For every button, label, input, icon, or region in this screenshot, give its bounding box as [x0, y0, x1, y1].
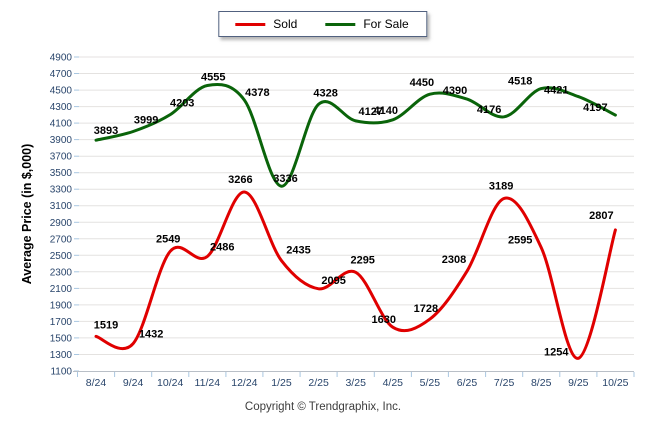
data-label: 2095 — [321, 275, 345, 287]
svg-text:4900: 4900 — [50, 53, 73, 64]
data-label: 4450 — [410, 77, 434, 89]
legend-label-for-sale: For Sale — [363, 17, 409, 31]
copyright-text: Copyright © Trendgraphix, Inc. — [244, 401, 402, 413]
svg-text:1500: 1500 — [50, 333, 73, 344]
data-label: 4421 — [544, 85, 568, 97]
x-axis-ticks — [77, 372, 635, 377]
svg-text:2700: 2700 — [50, 234, 73, 245]
data-label: 3189 — [489, 180, 513, 192]
sold-data-labels: 1519 1432 2549 2486 3266 2435 2095 2295 1630 1728… — [94, 174, 614, 358]
data-label: 1519 — [94, 319, 118, 331]
svg-text:8/24: 8/24 — [86, 377, 107, 389]
data-label: 1728 — [414, 303, 438, 315]
svg-text:2500: 2500 — [50, 251, 73, 262]
x-axis-labels: 8/24 9/24 10/24 11/24 12/24 1/25 2/25 3/25 4/25 5… — [86, 377, 629, 389]
svg-text:12/24: 12/24 — [231, 377, 257, 389]
data-label: 3336 — [273, 173, 297, 185]
sold-line-swatch — [235, 22, 266, 26]
data-label: 2549 — [156, 233, 180, 245]
svg-text:3700: 3700 — [50, 152, 73, 163]
svg-text:1100: 1100 — [50, 367, 72, 378]
data-label: 4518 — [508, 76, 532, 88]
data-label: 2308 — [442, 254, 466, 266]
gridlines — [79, 56, 634, 355]
data-label: 2486 — [210, 242, 234, 254]
legend-label-sold: Sold — [273, 17, 298, 31]
svg-text:11/24: 11/24 — [195, 377, 221, 389]
data-label: 3893 — [94, 125, 118, 137]
legend-item-sold: Sold — [235, 17, 297, 31]
data-label: 3266 — [228, 174, 252, 186]
svg-text:4100: 4100 — [50, 119, 73, 130]
data-label: 4127 — [358, 106, 382, 118]
svg-text:3300: 3300 — [50, 185, 73, 196]
data-label: 2807 — [589, 210, 613, 222]
data-label: 4378 — [245, 87, 269, 99]
svg-text:4/25: 4/25 — [383, 377, 404, 389]
svg-text:3/25: 3/25 — [345, 377, 366, 389]
svg-text:3500: 3500 — [50, 168, 73, 179]
data-label: 3999 — [134, 115, 158, 127]
y-axis-ticks — [74, 56, 79, 372]
legend-item-for-sale: For Sale — [325, 17, 409, 31]
svg-text:4300: 4300 — [50, 102, 73, 113]
svg-text:1300: 1300 — [50, 350, 73, 361]
svg-text:1700: 1700 — [50, 317, 73, 328]
data-label: 4390 — [443, 85, 467, 97]
data-label: 1630 — [372, 314, 396, 326]
svg-text:3900: 3900 — [50, 135, 73, 146]
for-sale-line-swatch — [325, 22, 356, 26]
data-label: 4328 — [313, 87, 337, 99]
svg-text:4700: 4700 — [50, 69, 73, 80]
data-label: 1254 — [544, 346, 569, 358]
data-label: 2435 — [286, 245, 310, 257]
svg-text:9/25: 9/25 — [568, 377, 589, 389]
svg-text:10/24: 10/24 — [157, 377, 183, 389]
svg-text:2900: 2900 — [50, 218, 73, 229]
data-label: 4140 — [374, 105, 398, 117]
data-label: 4203 — [170, 98, 194, 110]
legend: Sold For Sale — [218, 11, 428, 37]
svg-text:1900: 1900 — [50, 300, 73, 311]
svg-text:2/25: 2/25 — [308, 377, 329, 389]
y-axis-labels: 4900 4700 4500 4300 4100 3900 3700 3500 3300 3100… — [50, 53, 73, 378]
for-sale-line — [94, 82, 617, 188]
svg-text:6/25: 6/25 — [457, 377, 478, 389]
data-label: 4555 — [201, 72, 225, 84]
svg-text:1/25: 1/25 — [271, 377, 292, 389]
svg-text:2100: 2100 — [50, 284, 73, 295]
svg-text:2300: 2300 — [50, 267, 73, 278]
data-label: 4176 — [477, 104, 501, 116]
sold-line — [94, 190, 617, 360]
svg-text:9/24: 9/24 — [123, 377, 144, 389]
svg-text:8/25: 8/25 — [531, 377, 552, 389]
svg-text:7/25: 7/25 — [494, 377, 515, 389]
svg-text:3100: 3100 — [50, 201, 73, 212]
data-label: 1432 — [139, 329, 163, 341]
data-label: 2295 — [350, 254, 374, 266]
svg-text:5/25: 5/25 — [420, 377, 441, 389]
svg-text:10/25: 10/25 — [602, 377, 628, 389]
data-label: 2595 — [508, 235, 532, 247]
svg-text:4500: 4500 — [50, 86, 73, 97]
data-label: 4197 — [583, 102, 607, 114]
